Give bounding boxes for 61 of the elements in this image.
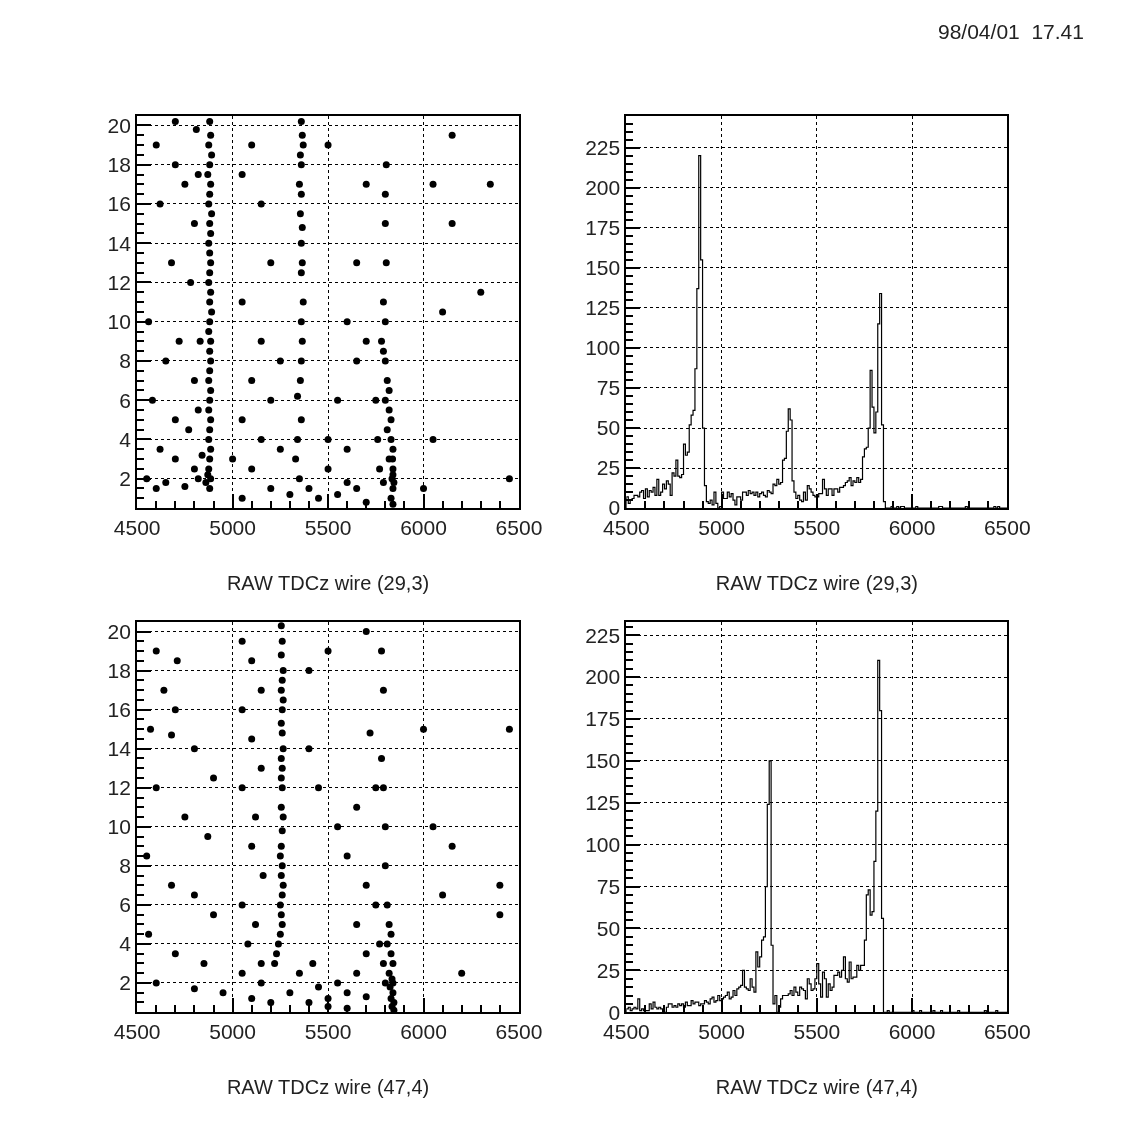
y-tick-label: 20	[107, 113, 131, 137]
y-tick-label: 50	[596, 916, 621, 940]
x-tick-label: 6000	[888, 516, 936, 540]
y-tick-label: 14	[107, 737, 132, 761]
x-tick-label: 5500	[304, 1020, 352, 1044]
x-axis-title: RAW TDCz wire (29,3)	[226, 572, 430, 595]
y-tick-label: 2	[119, 467, 131, 491]
x-axis-title: RAW TDCz wire (29,3)	[715, 572, 918, 595]
y-tick-label: 18	[107, 153, 131, 177]
y-tick-label: 75	[596, 376, 621, 400]
y-tick-label: 175	[585, 216, 621, 240]
y-tick-label: 125	[585, 296, 621, 320]
y-tick-label: 4	[119, 427, 132, 451]
y-tick-label: 4	[119, 932, 132, 956]
x-tick-label: 4500	[113, 1020, 161, 1044]
y-tick-label: 150	[585, 749, 621, 773]
x-tick-label: 6500	[983, 1020, 1031, 1044]
y-tick-label: 18	[107, 658, 131, 682]
y-tick-label: 20	[107, 619, 131, 643]
text: 98/04/01 17.41	[938, 20, 1084, 43]
y-tick-label: 175	[585, 707, 621, 731]
y-tick-label: 100	[585, 833, 621, 857]
y-tick-label: 6	[119, 388, 131, 412]
y-tick-label: 100	[585, 336, 621, 360]
x-tick-label: 6000	[888, 1020, 936, 1044]
x-tick-label: 5000	[698, 516, 745, 540]
y-tick-label: 150	[585, 256, 621, 280]
y-tick-label: 12	[107, 270, 131, 294]
x-tick-label: 5000	[698, 1020, 745, 1044]
y-tick-label: 6	[119, 893, 131, 917]
y-tick-label: 225	[585, 623, 621, 647]
y-tick-label: 50	[596, 416, 621, 440]
x-tick-label: 6500	[495, 516, 543, 540]
x-tick-label: 4500	[113, 516, 161, 540]
y-tick-label: 225	[585, 136, 621, 160]
y-tick-label: 25	[596, 456, 621, 480]
y-tick-label: 16	[107, 192, 131, 216]
x-tick-label: 6000	[400, 516, 447, 540]
x-tick-label: 6500	[983, 516, 1031, 540]
x-tick-label: 5500	[793, 1020, 841, 1044]
y-tick-label: 125	[585, 791, 621, 815]
x-tick-label: 5000	[209, 516, 256, 540]
y-tick-label: 10	[107, 815, 131, 839]
y-tick-label: 200	[585, 665, 621, 689]
x-axis-title: RAW TDCz wire (47,4)	[226, 1076, 430, 1099]
x-tick-label: 6000	[400, 1020, 447, 1044]
x-tick-label: 5000	[209, 1020, 256, 1044]
x-tick-label: 6500	[495, 1020, 543, 1044]
y-tick-label: 25	[596, 958, 621, 982]
y-tick-label: 8	[119, 349, 131, 373]
x-axis-title: RAW TDCz wire (47,4)	[715, 1076, 918, 1099]
y-tick-label: 75	[596, 874, 621, 898]
y-tick-label: 2	[119, 971, 131, 995]
y-tick-label: 10	[107, 310, 131, 334]
y-tick-label: 16	[107, 698, 131, 721]
y-tick-label: 200	[585, 176, 621, 200]
x-tick-label: 5500	[304, 516, 352, 540]
y-tick-label: 12	[107, 776, 131, 800]
x-tick-label: 5500	[793, 516, 841, 540]
y-tick-label: 14	[107, 231, 132, 255]
y-tick-label: 8	[119, 854, 131, 878]
